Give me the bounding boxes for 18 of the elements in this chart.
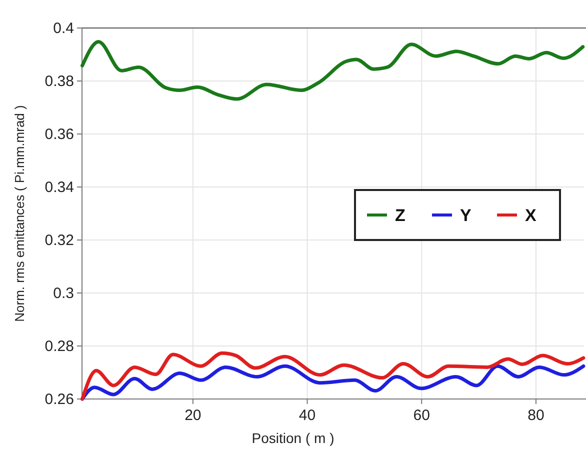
legend-label: Z [395, 206, 406, 225]
y-tick-label: 0.38 [44, 73, 74, 90]
line-series [80, 40, 585, 101]
legend-label: X [525, 206, 537, 225]
y-axis-title: Norm. rms emittances ( Pi.mm.mrad ) [12, 105, 27, 322]
x-tick-label: 20 [184, 407, 202, 424]
y-tick-label: 0.34 [44, 179, 74, 196]
y-tick-label: 0.36 [44, 126, 74, 143]
x-axis-title: Position ( m ) [252, 430, 334, 446]
y-tick-label: 0.28 [44, 338, 74, 355]
x-tick-label: 40 [298, 407, 316, 424]
y-tick-label: 0.26 [44, 391, 74, 408]
y-tick-label: 0.3 [53, 285, 74, 302]
y-tick-label: 0.32 [44, 232, 74, 249]
y-tick-label: 0.4 [53, 20, 74, 37]
legend-label: Y [460, 206, 472, 225]
x-tick-label: 80 [528, 407, 544, 424]
x-tick-label: 60 [413, 407, 430, 424]
